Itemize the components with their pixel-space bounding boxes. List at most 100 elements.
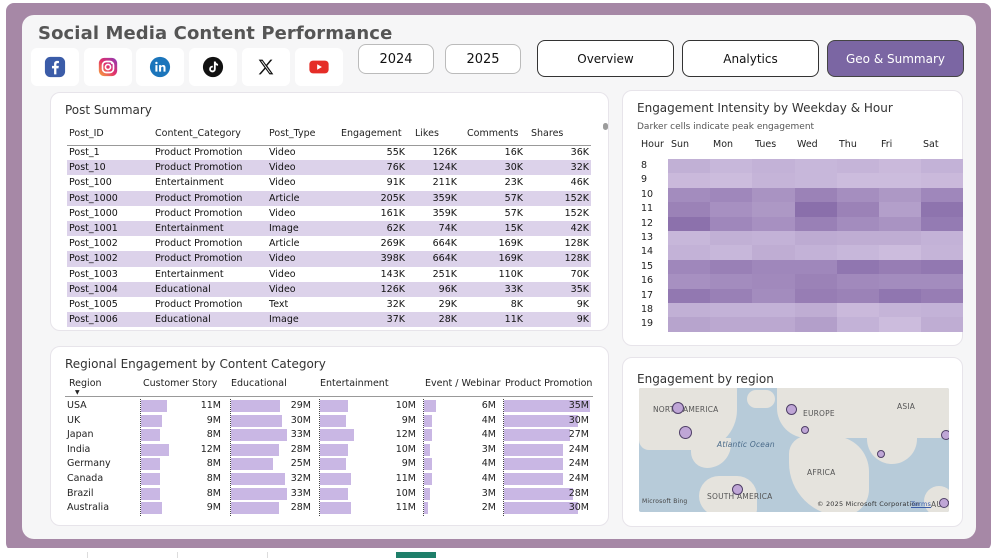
- heatmap-cell[interactable]: [668, 216, 711, 231]
- map-bubble-australia[interactable]: [939, 498, 949, 508]
- heatmap-cell[interactable]: [752, 216, 795, 231]
- year-2025-button[interactable]: 2025: [445, 44, 521, 74]
- heatmap-cell[interactable]: [921, 216, 964, 231]
- linkedin-icon[interactable]: [136, 48, 184, 86]
- heatmap-cell[interactable]: [710, 231, 753, 246]
- heatmap-cell[interactable]: [794, 245, 837, 260]
- heatmap-cell[interactable]: [921, 274, 964, 289]
- heatmap-cell[interactable]: [752, 288, 795, 303]
- col-post-id[interactable]: Post_ID: [67, 123, 153, 146]
- heatmap-cell[interactable]: [668, 245, 711, 260]
- heatmap-cell[interactable]: [879, 216, 922, 231]
- table-row[interactable]: Post_100 Entertainment Video 91K 211K 23K 46K: [67, 175, 591, 190]
- heatmap-cell[interactable]: [710, 173, 753, 188]
- heatmap-cell[interactable]: [836, 187, 879, 203]
- heatmap-cell[interactable]: [879, 259, 922, 275]
- nav-analytics-button[interactable]: Analytics: [682, 40, 819, 77]
- heatmap-cell[interactable]: [921, 317, 964, 332]
- heatmap-cell[interactable]: [921, 202, 964, 217]
- heatmap-cell[interactable]: [879, 231, 922, 246]
- table-row[interactable]: Post_1000 Product Promotion Video 161K 359K 5…: [67, 206, 591, 221]
- heatmap-cell[interactable]: [752, 274, 795, 289]
- heatmap-cell[interactable]: [836, 202, 879, 217]
- nav-overview-button[interactable]: Overview: [537, 40, 674, 77]
- x-icon[interactable]: [242, 48, 290, 86]
- heatmap-cell[interactable]: [836, 274, 879, 289]
- heatmap-cell[interactable]: [668, 317, 711, 332]
- heatmap-cell[interactable]: [921, 303, 964, 318]
- heatmap-cell[interactable]: [668, 231, 711, 246]
- col-category[interactable]: Event / Webinar: [425, 378, 501, 389]
- map-bubble-japan[interactable]: [941, 430, 949, 440]
- year-2024-button[interactable]: 2024: [358, 44, 434, 74]
- youtube-icon[interactable]: [295, 48, 343, 86]
- heatmap-cell[interactable]: [710, 216, 753, 231]
- heatmap-cell[interactable]: [710, 303, 753, 318]
- heatmap-cell[interactable]: [668, 202, 711, 217]
- heatmap-cell[interactable]: [668, 303, 711, 318]
- col-category[interactable]: Entertainment: [320, 378, 389, 389]
- facebook-icon[interactable]: [31, 48, 79, 86]
- heatmap-cell[interactable]: [710, 187, 753, 203]
- heatmap-cell[interactable]: [879, 202, 922, 217]
- heatmap-cell[interactable]: [836, 231, 879, 246]
- col-category[interactable]: Customer Story: [143, 378, 218, 389]
- heatmap-cell[interactable]: [668, 259, 711, 275]
- heatmap-cell[interactable]: [794, 303, 837, 318]
- heatmap-cell[interactable]: [879, 274, 922, 289]
- table-row[interactable]: Post_1000 Product Promotion Article 205K 359…: [67, 190, 591, 206]
- heatmap-cell[interactable]: [794, 259, 837, 275]
- heatmap-cell[interactable]: [879, 317, 922, 332]
- heatmap-cell[interactable]: [836, 173, 879, 188]
- col-likes[interactable]: Likes: [407, 123, 459, 146]
- table-row[interactable]: Brazil 8M 33M 10M 3M 28M: [65, 487, 593, 502]
- heatmap-cell[interactable]: [879, 187, 922, 203]
- heatmap-cell[interactable]: [752, 303, 795, 318]
- col-category[interactable]: Product Promotion: [505, 378, 593, 389]
- heatmap-cell[interactable]: [710, 159, 753, 174]
- table-row[interactable]: Post_1005 Product Promotion Text 32K 29K 8K 9K: [67, 297, 591, 312]
- col-shares[interactable]: Shares: [525, 123, 591, 146]
- heatmap-cell[interactable]: [668, 187, 711, 203]
- heatmap-cell[interactable]: [836, 317, 879, 332]
- heatmap-cell[interactable]: [710, 259, 753, 275]
- nav-geo-summary-button[interactable]: Geo & Summary: [827, 40, 964, 77]
- heatmap-cell[interactable]: [921, 259, 964, 275]
- col-content-category[interactable]: Content_Category: [153, 123, 267, 146]
- heatmap-cell[interactable]: [794, 231, 837, 246]
- heatmap-cell[interactable]: [921, 159, 964, 174]
- heatmap-cell[interactable]: [921, 173, 964, 188]
- heatmap-cell[interactable]: [668, 274, 711, 289]
- table-row[interactable]: Post_1001 Entertainment Image 62K 74K 15K 42K: [67, 220, 591, 237]
- heatmap-cell[interactable]: [752, 173, 795, 188]
- heatmap-cell[interactable]: [836, 288, 879, 303]
- heatmap-cell[interactable]: [921, 231, 964, 246]
- heatmap-cell[interactable]: [879, 159, 922, 174]
- heatmap-cell[interactable]: [710, 274, 753, 289]
- tiktok-icon[interactable]: [189, 48, 237, 86]
- map-bubble-india[interactable]: [877, 450, 885, 458]
- heatmap-cell[interactable]: [752, 245, 795, 260]
- table-row[interactable]: Post_1002 Product Promotion Video 398K 664K 1…: [67, 251, 591, 267]
- heatmap-cell[interactable]: [668, 173, 711, 188]
- instagram-icon[interactable]: [84, 48, 132, 86]
- col-region[interactable]: Region: [69, 378, 102, 389]
- heatmap-cell[interactable]: [879, 245, 922, 260]
- heatmap-cell[interactable]: [668, 159, 711, 174]
- heatmap-cell[interactable]: [879, 303, 922, 318]
- map-bubble-germany[interactable]: [801, 426, 809, 434]
- col-engagement[interactable]: Engagement: [329, 123, 407, 146]
- heatmap-cell[interactable]: [752, 317, 795, 332]
- heatmap-cell[interactable]: [668, 288, 711, 303]
- table-scrollbar[interactable]: [603, 123, 608, 130]
- heatmap-cell[interactable]: [836, 259, 879, 275]
- heatmap-cell[interactable]: [794, 187, 837, 203]
- table-row[interactable]: Canada 8M 32M 11M 4M 24M: [65, 472, 593, 487]
- heatmap-cell[interactable]: [794, 288, 837, 303]
- post-summary-table[interactable]: Post_ID Content_Category Post_Type Engag…: [67, 123, 591, 328]
- table-row[interactable]: Post_1002 Product Promotion Article 269K 664…: [67, 236, 591, 251]
- table-row[interactable]: Post_10 Product Promotion Video 76K 124K 30K 3…: [67, 160, 591, 176]
- heatmap-cell[interactable]: [836, 245, 879, 260]
- col-post-type[interactable]: Post_Type: [267, 123, 329, 146]
- table-row[interactable]: Germany 8M 25M 9M 4M 24M: [65, 457, 593, 472]
